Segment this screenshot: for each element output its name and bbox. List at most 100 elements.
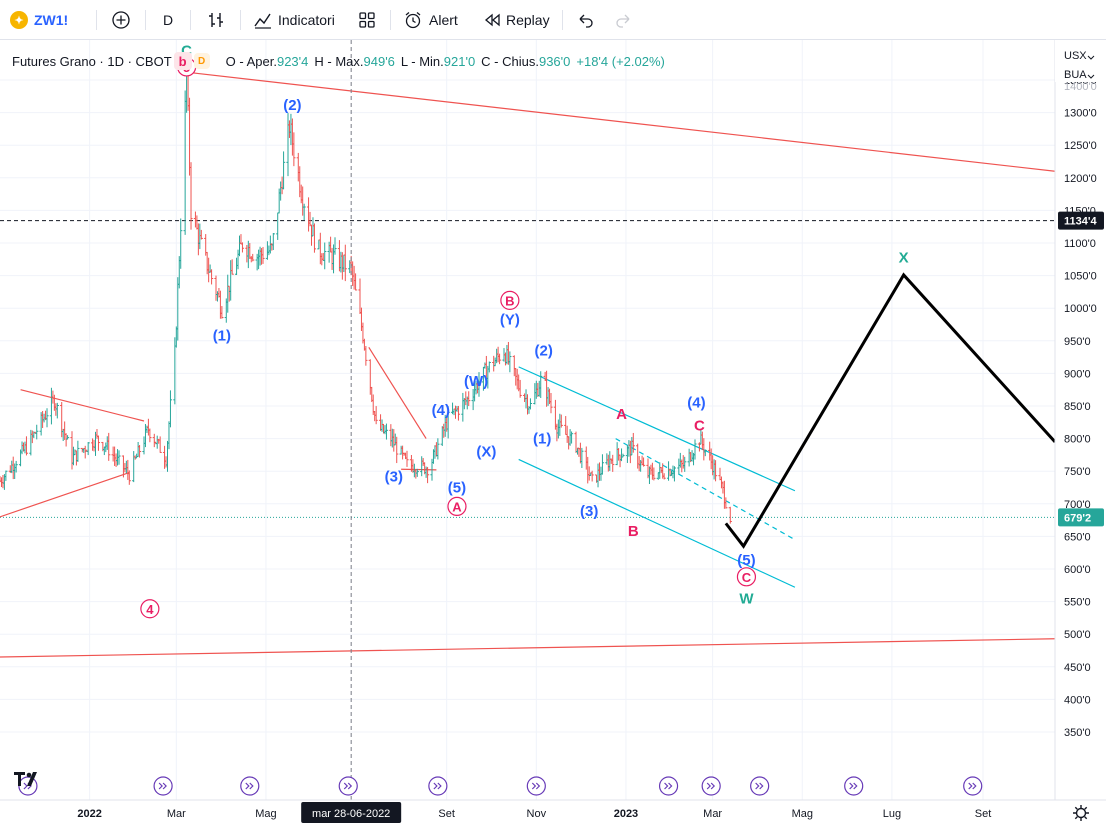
time-axis[interactable]: 2022 Mar Mag Set Nov 2023 Mar Mag Lug Set xyxy=(77,808,991,820)
ohlc-bar xyxy=(292,132,296,167)
horizontal-lines xyxy=(0,220,1055,518)
unit-button[interactable]: BUA xyxy=(1064,69,1087,81)
trendline xyxy=(0,471,130,518)
price-tick-label: 1200'0 xyxy=(1064,173,1097,185)
trendline xyxy=(368,347,427,439)
close-value: 936'0 xyxy=(538,53,571,69)
indicators-button[interactable]: Indicatori xyxy=(253,8,335,32)
ohlc-bar xyxy=(477,372,481,397)
dividend-icon xyxy=(240,776,260,796)
toolbar-divider xyxy=(562,10,563,30)
symbol-label: ZW1! xyxy=(34,12,69,28)
ohlc-bar xyxy=(261,246,265,264)
symbol-search-button[interactable]: ✦ ZW1! xyxy=(10,8,68,32)
ohlc-bar xyxy=(302,203,306,221)
time-tick-label: Set xyxy=(975,808,992,820)
time-tick-label: 2023 xyxy=(614,808,638,820)
wave-badge[interactable]: b xyxy=(173,52,192,70)
current-price-tag xyxy=(1058,508,1104,527)
trendline xyxy=(518,366,796,492)
wave-label: W xyxy=(739,590,754,607)
projection-path[interactable] xyxy=(724,272,1057,549)
ohlc-bar xyxy=(96,435,101,451)
ohlc-bar xyxy=(569,431,574,444)
toolbar-divider xyxy=(145,10,146,30)
ohlc-bar xyxy=(179,218,183,269)
price-tick-label: 500'0 xyxy=(1064,629,1091,641)
wave-label: (2) xyxy=(534,343,552,360)
currency-button[interactable]: USX xyxy=(1064,50,1087,62)
wave-label: (3) xyxy=(580,503,598,520)
ohlc-bar xyxy=(611,454,615,472)
compare-add-button[interactable] xyxy=(111,8,131,32)
ohlc-bar xyxy=(209,269,214,285)
top-toolbar: ✦ ZW1! D Indicatori Alert Replay xyxy=(0,0,1106,40)
tradingview-logo-icon[interactable] xyxy=(14,770,44,791)
price-tick-label: 900'0 xyxy=(1064,368,1091,380)
event-marker xyxy=(963,776,983,796)
ohlc-bar xyxy=(405,450,409,467)
open-label: O - Aper. xyxy=(225,53,277,69)
ohlc-bar xyxy=(14,460,18,473)
layouts-button[interactable] xyxy=(357,8,377,32)
replay-button[interactable]: Replay xyxy=(482,8,550,32)
toolbar-divider xyxy=(96,10,97,30)
ohlc-bar xyxy=(518,379,522,398)
dividend-icon xyxy=(844,776,864,796)
ohlc-bar xyxy=(86,442,90,456)
grid-layout-icon xyxy=(359,12,375,28)
chevron-right-icon xyxy=(849,782,858,790)
ohlc-bar xyxy=(230,259,234,275)
ohlc-bar xyxy=(148,428,152,443)
ohlc-bar xyxy=(652,467,656,481)
alert-label: Alert xyxy=(429,12,458,28)
ohlc-bar xyxy=(353,273,358,291)
ohlc-bar xyxy=(137,444,142,458)
high-label: H - Max. xyxy=(314,53,364,69)
alert-button[interactable]: Alert xyxy=(403,8,458,32)
wave-label: (1) xyxy=(213,328,231,345)
price-tick-label: 650'0 xyxy=(1064,531,1091,543)
time-tick-label: Mag xyxy=(792,808,813,820)
gear-teeth xyxy=(1073,805,1089,821)
dividend-icon xyxy=(526,776,546,796)
time-tick-label: Mar xyxy=(167,808,186,820)
dividend-icon xyxy=(428,776,448,796)
ohlc-bar xyxy=(4,470,8,481)
wave-label: C xyxy=(694,418,705,435)
trendline xyxy=(615,438,796,541)
wave-label: B xyxy=(505,293,514,308)
close-label: C - Chius. xyxy=(481,53,539,69)
price-axis[interactable]: 350'0 400'0 450'0 500'0 550'0 600'0 650'0 700'0… xyxy=(1064,75,1097,739)
wave-label: (3) xyxy=(385,468,403,485)
wave-label: (1) xyxy=(533,431,551,448)
ohlc-bar xyxy=(487,361,491,373)
chevron-right-icon xyxy=(664,782,673,790)
redo-button[interactable] xyxy=(613,8,633,32)
ohlc-bar xyxy=(528,398,533,410)
undo-button[interactable] xyxy=(576,8,596,32)
settings-button[interactable] xyxy=(1073,805,1089,821)
time-tick-label: 2022 xyxy=(77,808,101,820)
event-marker xyxy=(526,776,546,796)
price-tick-label: 600'0 xyxy=(1064,564,1091,576)
price-chart[interactable]: C5(2)(1)4(3)(4)(5)A(W)(X)B(Y)(2)(1)(3)AB… xyxy=(0,40,1106,825)
price-tick-label: 800'0 xyxy=(1064,434,1091,446)
ohlc-bar xyxy=(55,402,59,419)
data-badge[interactable]: D xyxy=(193,53,210,69)
ohlc-bar xyxy=(24,436,29,456)
interval-button[interactable]: D xyxy=(163,8,173,32)
time-tick-label: Set xyxy=(438,808,455,820)
dividend-icon xyxy=(153,776,173,796)
price-bars xyxy=(0,58,732,524)
wave-label: (4) xyxy=(687,395,705,412)
price-tick-label: 700'0 xyxy=(1064,499,1091,511)
toolbar-divider xyxy=(240,10,241,30)
ohlc-bar xyxy=(600,454,605,475)
trendline xyxy=(20,389,145,422)
chart-type-button[interactable] xyxy=(206,8,226,32)
wave-label: (4) xyxy=(432,402,450,419)
ohlc-bar xyxy=(343,244,347,282)
low-label: L - Min. xyxy=(400,53,444,69)
interval-label: D xyxy=(163,12,174,28)
